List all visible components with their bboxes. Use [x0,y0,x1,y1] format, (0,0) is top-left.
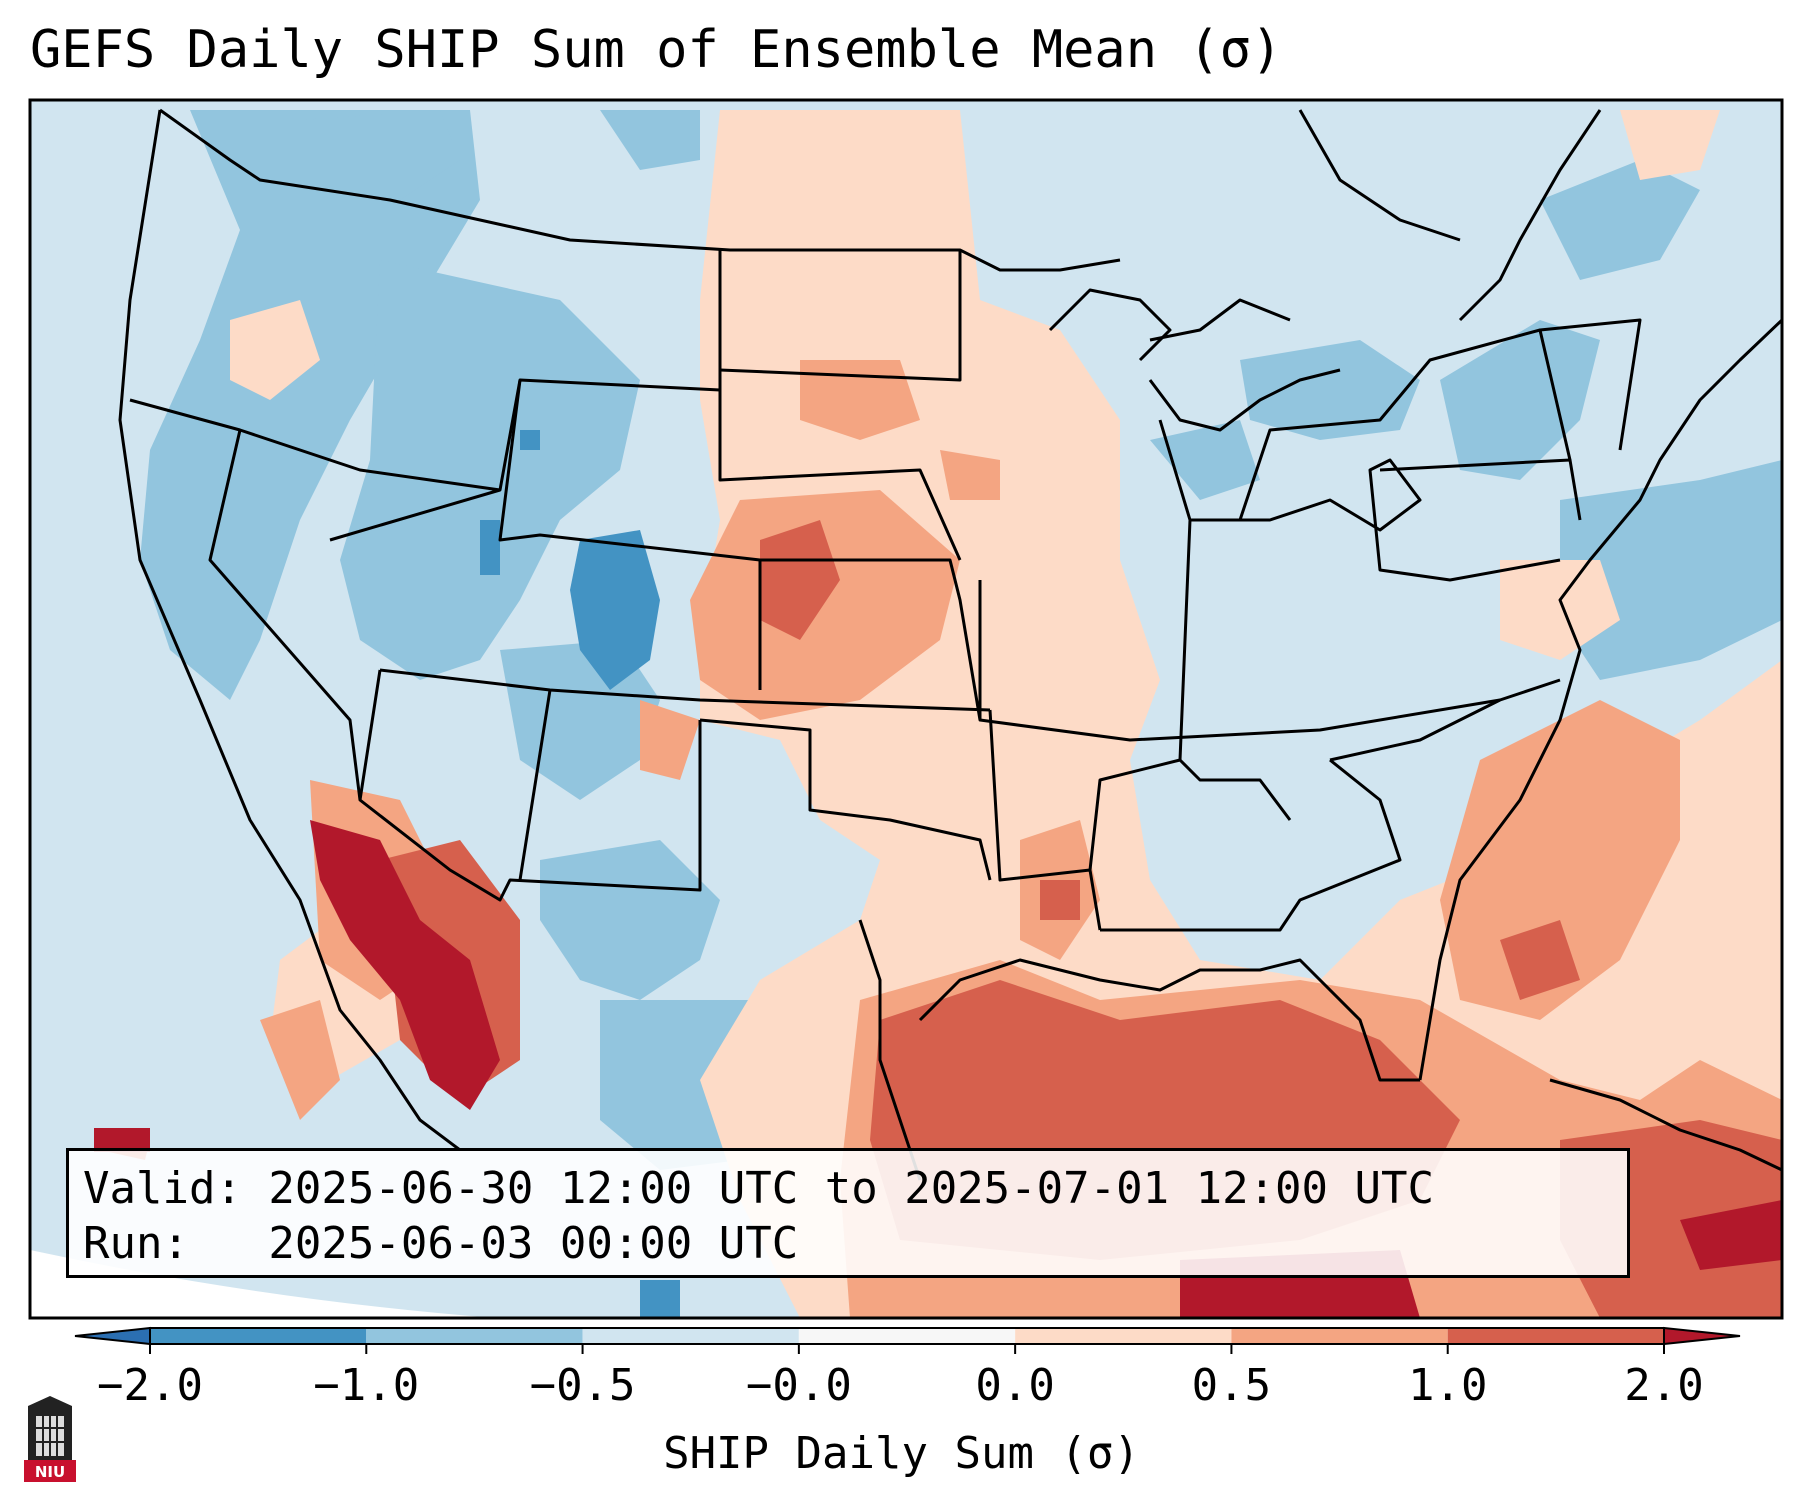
colorbar-tick-label: 2.0 [1624,1360,1704,1411]
run-time: Run: 2025-06-03 00:00 UTC [83,1218,799,1269]
valid-time: Valid: 2025-06-30 12:00 UTC to 2025-07-0… [83,1163,1435,1214]
colorbar-segment [582,1328,799,1344]
colorbar-segment [1231,1328,1448,1344]
colorbar-arrow-left [74,1326,151,1346]
colorbar-segment [798,1328,1016,1344]
field-low [480,430,680,1318]
colorbar-tick-label: −0.0 [745,1360,852,1411]
map-title: GEFS Daily SHIP Sum of Ensemble Mean (σ) [30,20,1283,80]
colorbar-tick-label: −1.0 [313,1360,420,1411]
niu-logo: NIU [24,1396,76,1482]
colorbar-tick-label: 0.0 [975,1360,1055,1411]
colorbar-segment [366,1328,583,1344]
colorbar-tick-label: −0.5 [529,1360,636,1411]
boundaries [118,108,1782,1181]
colorbar-segment [150,1328,367,1344]
projection-edge [30,1250,495,1318]
colorbar-segment [1447,1328,1664,1344]
map-frame [28,98,1784,1320]
colorbar-tick-label: 1.0 [1407,1360,1488,1411]
valid-run-box: Valid: 2025-06-30 12:00 UTC to 2025-07-0… [66,1148,1630,1278]
colorbar-tick-label: 0.5 [1191,1360,1272,1411]
colorbar-segment [1015,1328,1232,1344]
colorbar-label: SHIP Daily Sum (σ) [663,1428,1140,1479]
colorbar-tick-label: −2.0 [97,1360,203,1411]
niu-logo-text: NIU [35,1463,65,1481]
colorbar-arrow-right [1663,1326,1741,1346]
